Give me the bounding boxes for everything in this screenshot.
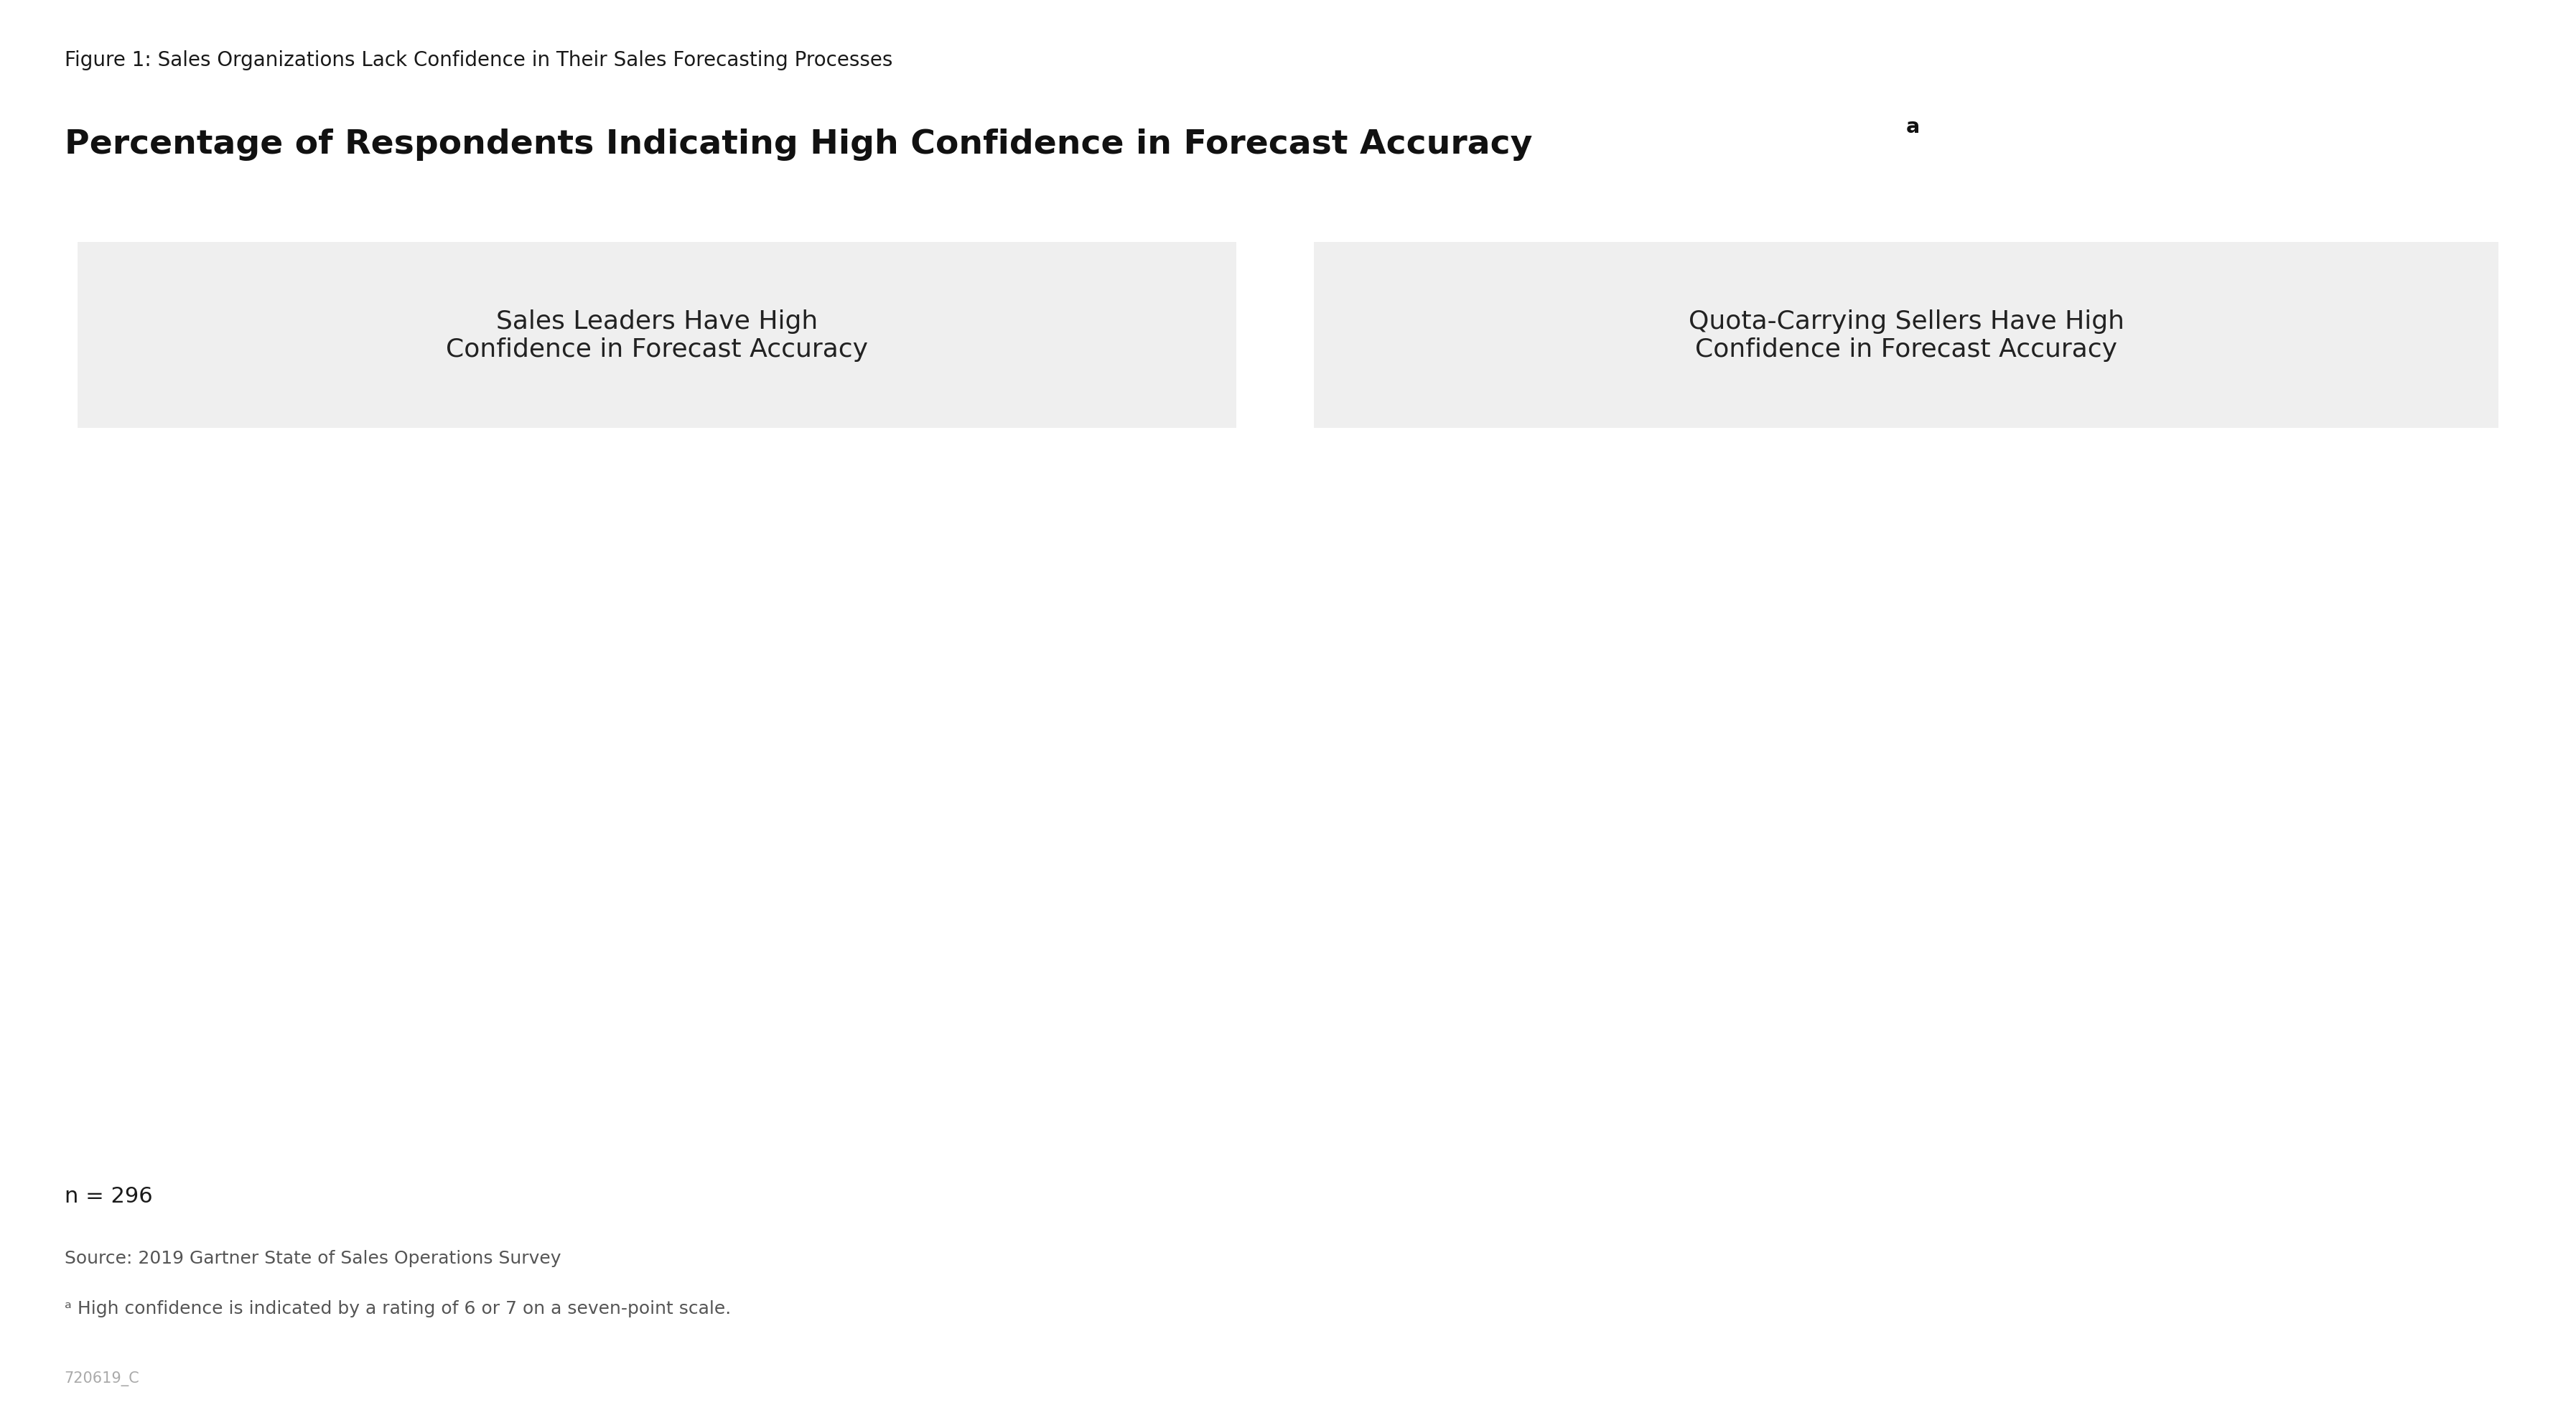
Text: 57%: 57% bbox=[1492, 815, 1592, 857]
Text: Percentage of Respondents Indicating High Confidence in Forecast Accuracy: Percentage of Respondents Indicating Hig… bbox=[64, 129, 1533, 161]
Text: Agree: Agree bbox=[1074, 1042, 1157, 1070]
Text: n = 296: n = 296 bbox=[64, 1185, 152, 1207]
Text: ᵃ High confidence is indicated by a rating of 6 or 7 on a seven-point scale.: ᵃ High confidence is indicated by a rati… bbox=[64, 1299, 732, 1317]
Text: a: a bbox=[1906, 117, 1919, 137]
Text: Agree: Agree bbox=[2324, 1042, 2406, 1070]
Text: 45%: 45% bbox=[1074, 971, 1175, 1012]
Text: 55%: 55% bbox=[242, 815, 343, 857]
Wedge shape bbox=[1775, 617, 2035, 982]
Wedge shape bbox=[526, 617, 765, 982]
Text: 43%: 43% bbox=[2324, 971, 2424, 1012]
Wedge shape bbox=[708, 617, 891, 974]
Text: Disagree: Disagree bbox=[1468, 891, 1592, 918]
Text: Source: 2019 Gartner State of Sales Operations Survey: Source: 2019 Gartner State of Sales Oper… bbox=[64, 1250, 562, 1267]
Text: Sales Leaders Have High
Confidence in Forecast Accuracy: Sales Leaders Have High Confidence in Fo… bbox=[446, 310, 868, 361]
Text: Figure 1: Sales Organizations Lack Confidence in Their Sales Forecasting Process: Figure 1: Sales Organizations Lack Confi… bbox=[64, 50, 891, 70]
Text: 720619_C: 720619_C bbox=[64, 1371, 139, 1387]
Text: Quota-Carrying Sellers Have High
Confidence in Forecast Accuracy: Quota-Carrying Sellers Have High Confide… bbox=[1687, 310, 2125, 361]
Text: Disagree: Disagree bbox=[219, 891, 343, 918]
Wedge shape bbox=[1958, 617, 2141, 965]
